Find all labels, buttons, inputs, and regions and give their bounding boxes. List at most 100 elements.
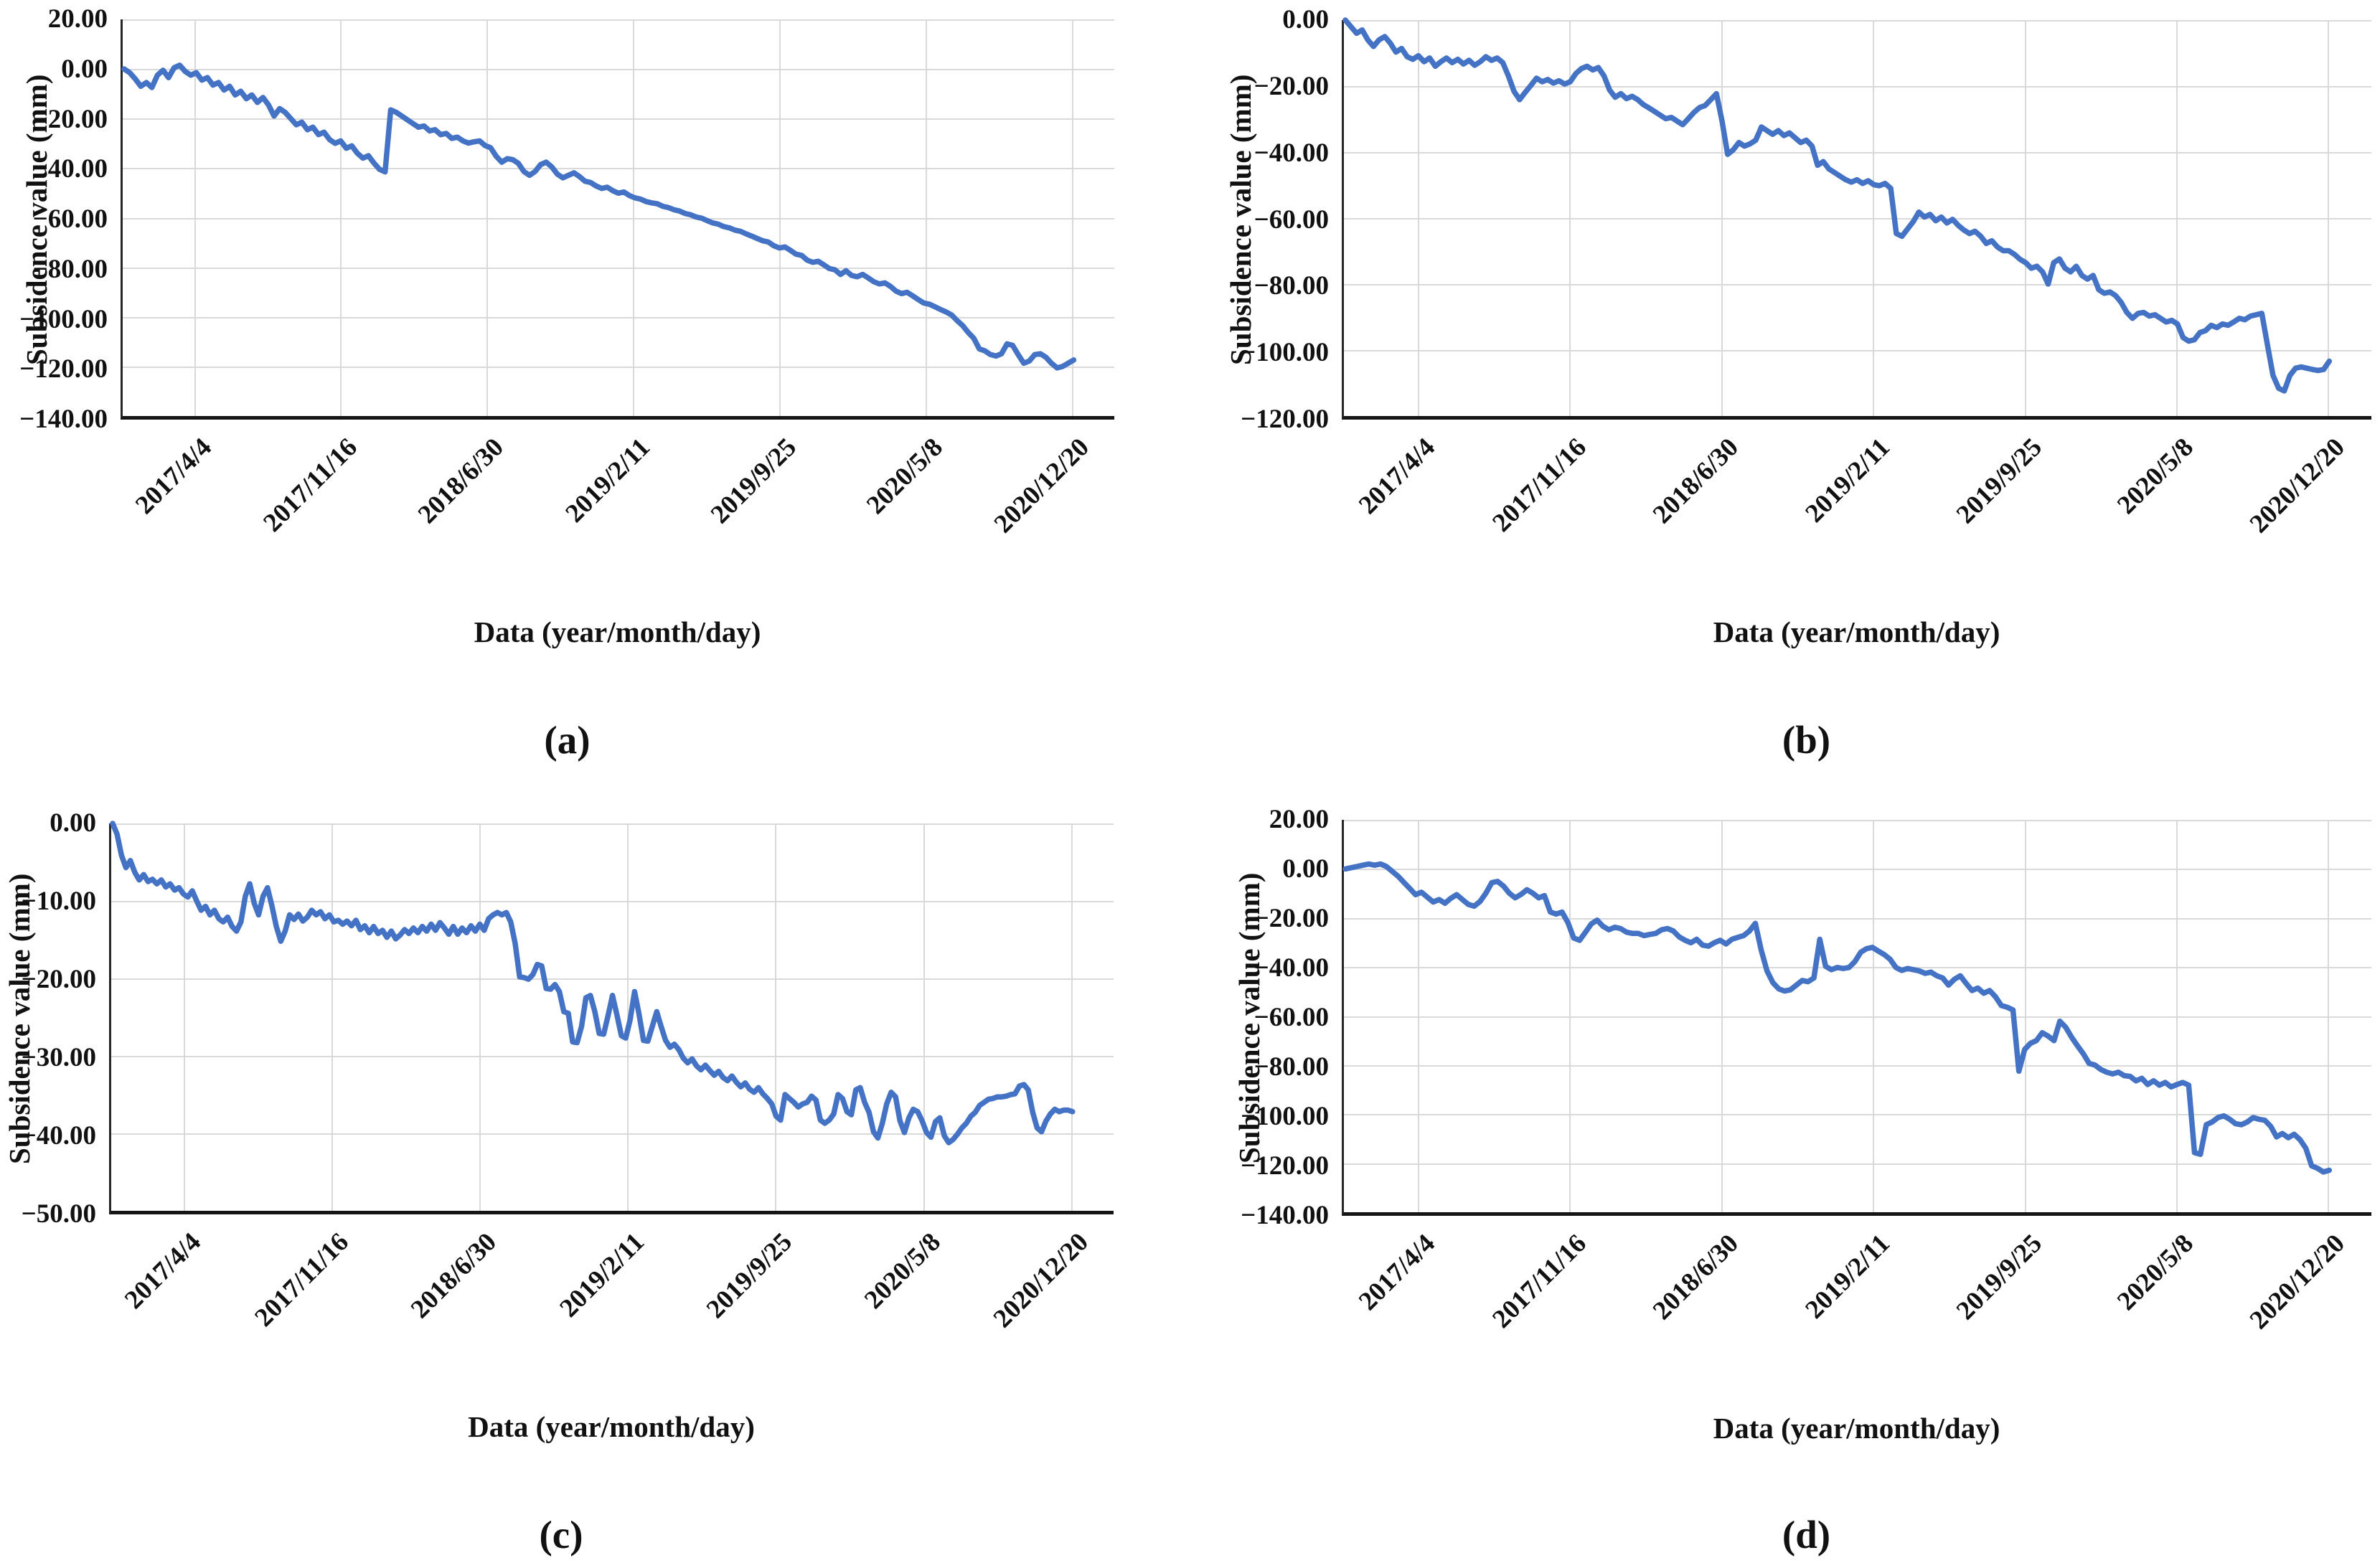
y-tick-label: −120.00 <box>19 354 108 384</box>
horizontal-gridline <box>1344 1016 2371 1018</box>
y-tick-label: −140.00 <box>19 405 108 434</box>
horizontal-gridline <box>1344 152 2371 154</box>
horizontal-gridline <box>1344 1065 2371 1067</box>
horizontal-gridline <box>1344 869 2371 870</box>
horizontal-gridline <box>1344 86 2371 88</box>
horizontal-gridline <box>111 1133 1114 1135</box>
y-tick-label: −50.00 <box>21 1199 96 1229</box>
y-tick-label: −40.00 <box>1254 953 1329 983</box>
subsidence-line <box>1342 17 2333 394</box>
horizontal-gridline <box>111 978 1114 980</box>
vertical-gridline <box>1569 820 1571 1212</box>
horizontal-gridline <box>1344 284 2371 285</box>
horizontal-gridline <box>111 1056 1114 1057</box>
y-tick-label: 0.00 <box>50 808 96 838</box>
horizontal-gridline <box>123 69 1114 70</box>
subsidence-line <box>110 821 1076 1146</box>
vertical-gridline <box>1873 820 1874 1212</box>
horizontal-gridline <box>111 901 1114 902</box>
horizontal-gridline <box>123 19 1114 21</box>
panel-letter: (a) <box>544 718 591 762</box>
horizontal-gridline <box>1344 1114 2371 1115</box>
vertical-gridline <box>1569 20 1571 416</box>
vertical-gridline <box>779 19 781 416</box>
horizontal-gridline <box>123 367 1114 368</box>
subsidence-line <box>121 62 1077 371</box>
y-tick-label: −40.00 <box>32 154 108 184</box>
y-tick-label: −20.00 <box>21 965 96 994</box>
vertical-gridline <box>2176 820 2178 1212</box>
y-tick-label: 0.00 <box>61 55 108 84</box>
vertical-gridline <box>2025 20 2026 416</box>
vertical-gridline <box>479 823 481 1211</box>
vertical-gridline <box>2328 20 2329 416</box>
vertical-gridline <box>184 823 185 1211</box>
subsidence-line <box>1342 861 2333 1175</box>
vertical-gridline <box>194 19 196 416</box>
vertical-gridline <box>1721 20 1723 416</box>
vertical-gridline <box>775 823 776 1211</box>
y-tick-label: 20.00 <box>47 4 108 34</box>
vertical-gridline <box>2328 820 2329 1212</box>
horizontal-gridline <box>1344 967 2371 968</box>
horizontal-gridline <box>1344 820 2371 821</box>
y-tick-label: −120.00 <box>1241 1151 1329 1181</box>
horizontal-gridline <box>123 218 1114 219</box>
horizontal-gridline <box>1344 918 2371 920</box>
vertical-gridline <box>1873 20 1874 416</box>
x-axis-title: Data (year/month/day) <box>1713 615 2000 648</box>
horizontal-gridline <box>1344 218 2371 219</box>
y-tick-label: −100.00 <box>19 305 108 334</box>
plot-area <box>1342 820 2371 1216</box>
vertical-gridline <box>1071 823 1073 1211</box>
vertical-gridline <box>2176 20 2178 416</box>
y-tick-label: −100.00 <box>1241 1102 1329 1131</box>
horizontal-gridline <box>1344 350 2371 351</box>
vertical-gridline <box>926 19 927 416</box>
y-tick-label: −20.00 <box>1254 904 1329 933</box>
y-tick-label: −10.00 <box>21 887 96 916</box>
vertical-gridline <box>923 823 925 1211</box>
horizontal-gridline <box>123 118 1114 120</box>
vertical-gridline <box>633 19 634 416</box>
y-tick-label: −40.00 <box>1254 138 1329 168</box>
vertical-gridline <box>486 19 488 416</box>
horizontal-gridline <box>1344 20 2371 22</box>
vertical-gridline <box>1072 19 1073 416</box>
horizontal-gridline <box>111 823 1114 825</box>
horizontal-gridline <box>1344 1163 2371 1165</box>
panel-letter: (d) <box>1782 1513 1831 1557</box>
y-tick-label: 0.00 <box>1282 854 1329 884</box>
vertical-gridline <box>1418 820 1419 1212</box>
y-tick-label: −80.00 <box>1254 271 1329 301</box>
y-tick-label: −120.00 <box>1241 405 1329 434</box>
y-tick-label: 20.00 <box>1269 805 1329 834</box>
horizontal-gridline <box>123 317 1114 318</box>
y-tick-label: −80.00 <box>1254 1052 1329 1082</box>
vertical-gridline <box>627 823 629 1211</box>
y-tick-label: −20.00 <box>1254 72 1329 101</box>
panel-letter: (c) <box>539 1513 583 1557</box>
vertical-gridline <box>2025 820 2026 1212</box>
vertical-gridline <box>331 823 333 1211</box>
horizontal-gridline <box>123 268 1114 269</box>
y-tick-label: 0.00 <box>1282 5 1329 34</box>
vertical-gridline <box>340 19 342 416</box>
horizontal-gridline <box>123 168 1114 169</box>
y-tick-label: −60.00 <box>1254 205 1329 235</box>
y-tick-label: −140.00 <box>1241 1201 1329 1230</box>
x-axis-title: Data (year/month/day) <box>1713 1412 2000 1445</box>
plot-area <box>1342 17 2371 420</box>
plot-area <box>109 821 1114 1214</box>
y-tick-label: −100.00 <box>1241 338 1329 367</box>
vertical-gridline <box>1721 820 1723 1212</box>
y-tick-label: −60.00 <box>32 204 108 234</box>
y-tick-label: −20.00 <box>32 105 108 134</box>
panel-letter: (b) <box>1782 718 1831 762</box>
x-axis-title: Data (year/month/day) <box>474 615 761 648</box>
